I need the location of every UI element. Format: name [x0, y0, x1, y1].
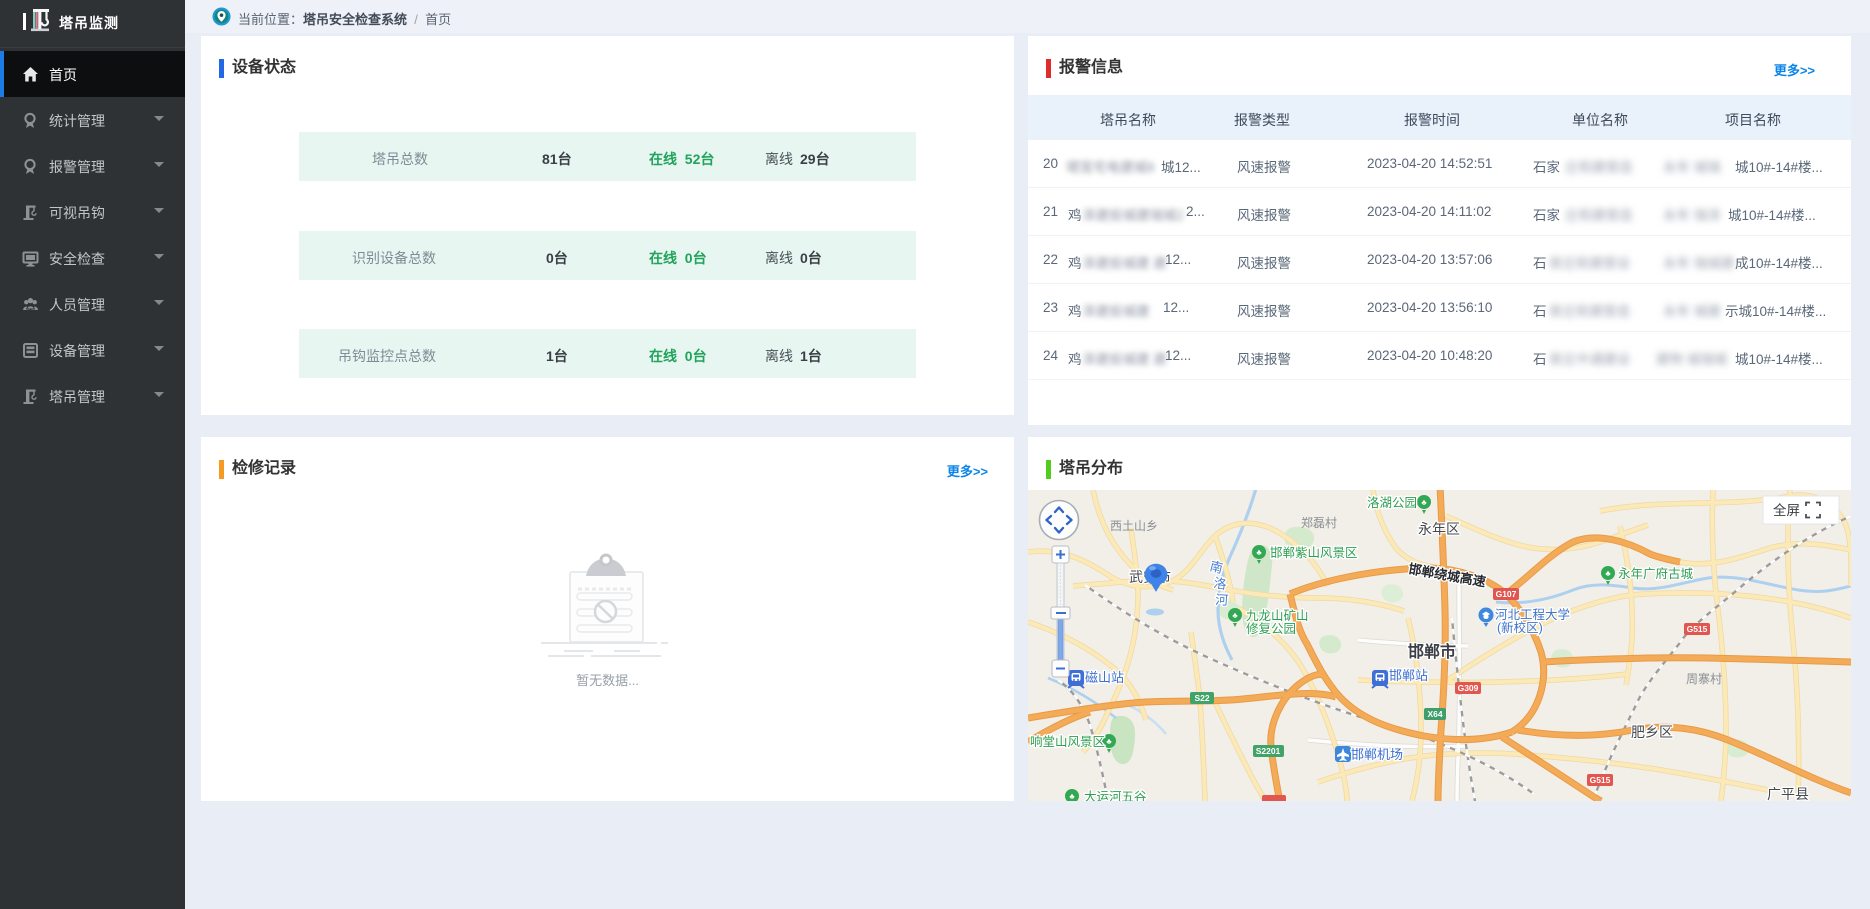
svg-text:♣: ♣ — [1069, 792, 1075, 801]
svg-text:G515: G515 — [1590, 775, 1611, 785]
svg-text:洛湖公园: 洛湖公园 — [1367, 495, 1417, 510]
svg-text:磁山站: 磁山站 — [1085, 670, 1124, 685]
svg-text:(新校区): (新校区) — [1497, 620, 1543, 635]
svg-text:西土山乡: 西土山乡 — [1110, 519, 1158, 533]
svg-text:邯郸站: 邯郸站 — [1389, 668, 1428, 683]
svg-text:♣: ♣ — [1605, 569, 1611, 578]
svg-text:修复公园: 修复公园 — [1246, 621, 1296, 636]
svg-text:G515: G515 — [1687, 624, 1708, 634]
svg-text:河北工程大学: 河北工程大学 — [1495, 607, 1570, 622]
svg-text:肥乡区: 肥乡区 — [1631, 724, 1673, 740]
svg-text:邯郸机场: 邯郸机场 — [1351, 747, 1403, 762]
svg-text:X64: X64 — [1427, 709, 1442, 719]
svg-text:邯郸市: 邯郸市 — [1408, 642, 1456, 661]
svg-text:周寨村: 周寨村 — [1686, 671, 1722, 686]
svg-text:广平县: 广平县 — [1767, 786, 1809, 801]
svg-text:九龙山矿山: 九龙山矿山 — [1246, 609, 1309, 623]
svg-text:♣: ♣ — [1256, 548, 1262, 557]
svg-text:响堂山风景区: 响堂山风景区 — [1030, 734, 1105, 749]
svg-text:大运河五谷: 大运河五谷 — [1084, 790, 1147, 801]
svg-text:♣: ♣ — [1421, 498, 1427, 507]
svg-text:G309: G309 — [1458, 683, 1479, 693]
svg-text:邯郸紫山风景区: 邯郸紫山风景区 — [1270, 546, 1358, 560]
svg-text:全屏: 全屏 — [1773, 502, 1800, 518]
svg-text:郑磊村: 郑磊村 — [1301, 515, 1337, 530]
svg-text:G107: G107 — [1496, 589, 1517, 599]
svg-text:永年广府古城: 永年广府古城 — [1618, 566, 1694, 581]
svg-text:S2201: S2201 — [1256, 746, 1281, 756]
svg-text:洛: 洛 — [1212, 575, 1227, 592]
svg-text:S22: S22 — [1194, 693, 1209, 703]
svg-text:河: 河 — [1215, 592, 1229, 608]
svg-text:♣: ♣ — [1232, 611, 1238, 620]
svg-text:南: 南 — [1208, 558, 1224, 576]
svg-text:永年区: 永年区 — [1418, 521, 1460, 537]
svg-text:♣: ♣ — [1106, 737, 1112, 746]
